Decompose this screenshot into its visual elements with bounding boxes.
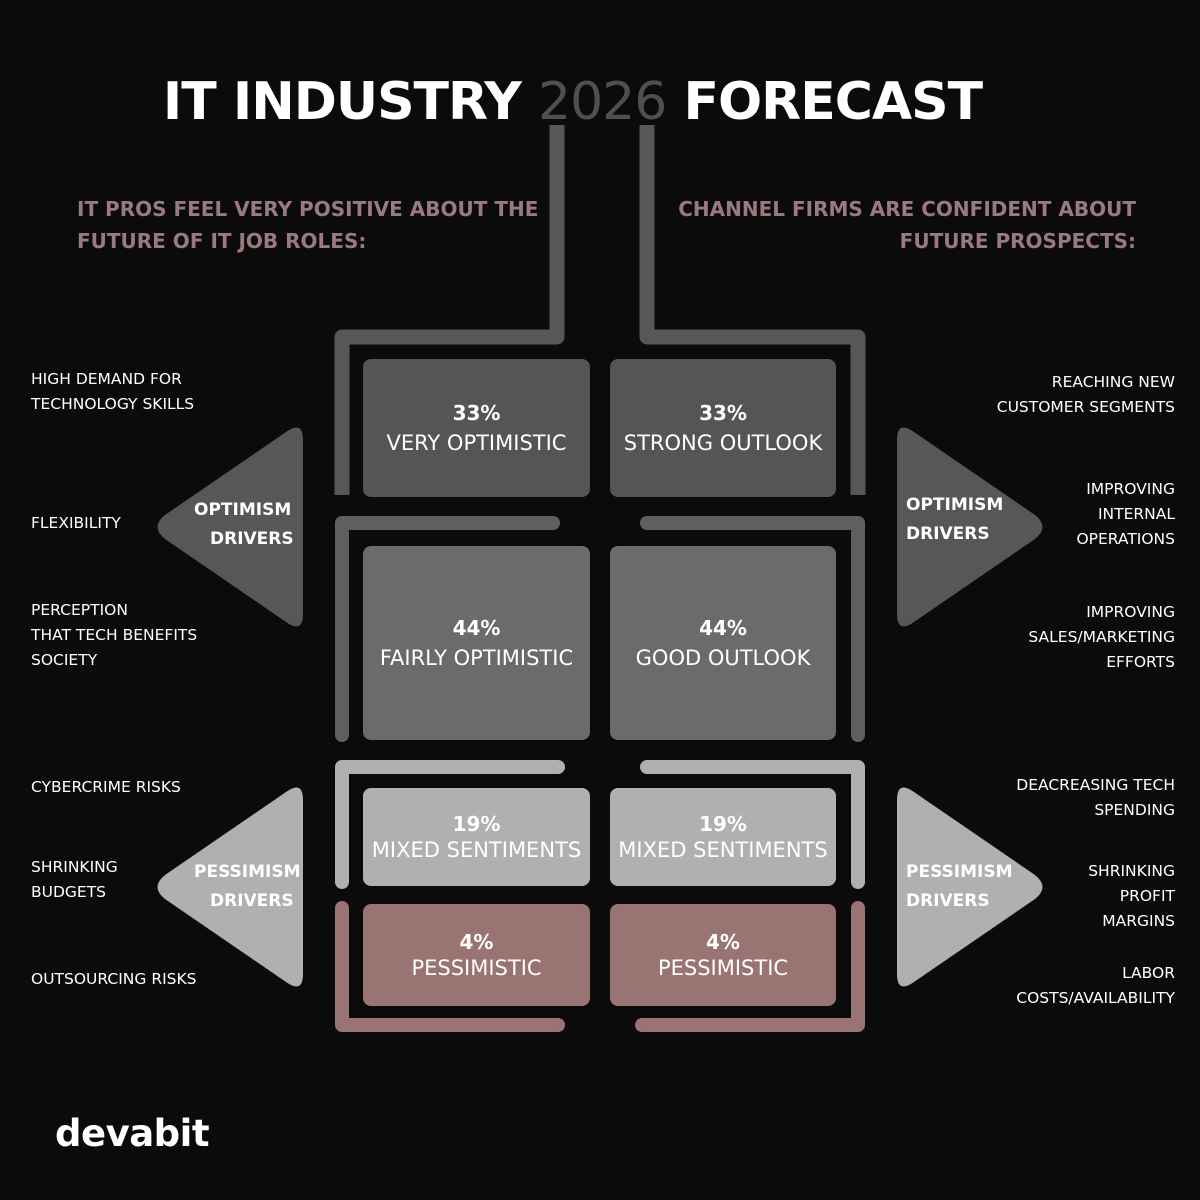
right-heading: CHANNEL FIRMS ARE CONFIDENT ABOUT FUTURE… <box>678 197 1136 253</box>
box-left-2 <box>363 546 590 740</box>
bracket-mid-right <box>640 516 865 742</box>
right-optimism-driver-2: IMPROVING INTERNAL OPERATIONS <box>1076 480 1175 548</box>
optimism-drivers-left-label: OPTIMISM DRIVERS <box>194 500 294 549</box>
bracket-rose-left <box>335 901 565 1032</box>
devabit-logo: devabit <box>55 1112 210 1155</box>
bracket-light-right <box>640 760 865 889</box>
stat-left-fairly-optimistic: 44% FAIRLY OPTIMISTIC <box>379 616 574 670</box>
right-optimism-driver-3: IMPROVING SALES/MARKETING EFFORTS <box>1028 603 1175 671</box>
box-right-1 <box>610 359 836 497</box>
box-left-1 <box>363 359 590 497</box>
box-left-4 <box>363 904 590 1006</box>
triangle-pessimism-right <box>897 787 1043 987</box>
stat-right-pessimistic: 4% PESSIMISTIC <box>657 930 789 980</box>
box-right-4 <box>610 904 836 1006</box>
right-pessimism-driver-2: SHRINKING PROFIT MARGINS <box>1088 862 1175 930</box>
right-pessimism-driver-1: DEACREASING TECH SPENDING <box>1016 776 1175 819</box>
triangle-optimism-left <box>157 427 303 627</box>
bracket-mid-left <box>335 516 560 742</box>
box-right-3 <box>610 788 836 886</box>
triangle-pessimism-left <box>157 787 303 987</box>
bracket-rose-right <box>635 901 865 1032</box>
page-title: IT INDUSTRY 2026 FORECAST <box>162 72 983 132</box>
left-optimism-driver-1: HIGH DEMAND FOR TECHNOLOGY SKILLS <box>31 370 195 413</box>
triangle-optimism-right <box>897 427 1043 627</box>
box-left-3 <box>363 788 590 886</box>
left-pessimism-driver-3: OUTSOURCING RISKS <box>31 970 197 988</box>
left-pessimism-driver-2: SHRINKING BUDGETS <box>31 858 118 901</box>
stat-left-mixed: 19% MIXED SENTIMENTS <box>371 812 582 862</box>
optimism-drivers-right-label: OPTIMISM DRIVERS <box>906 495 1004 544</box>
right-pessimism-driver-3: LABOR COSTS/AVAILABILITY <box>1016 964 1175 1007</box>
left-pessimism-driver-1: CYBERCRIME RISKS <box>31 778 181 796</box>
bracket-top-right <box>639 125 866 495</box>
pessimism-drivers-left-label: PESSIMISM DRIVERS <box>194 862 301 911</box>
left-heading: IT PROS FEEL VERY POSITIVE ABOUT THE FUT… <box>77 197 539 253</box>
stat-left-very-optimistic: 33% VERY OPTIMISTIC <box>386 401 567 455</box>
right-optimism-driver-1: REACHING NEW CUSTOMER SEGMENTS <box>996 373 1175 416</box>
stat-left-pessimistic: 4% PESSIMISTIC <box>411 930 542 980</box>
left-optimism-driver-3: PERCEPTION THAT TECH BENEFITS SOCIETY <box>31 601 198 669</box>
bracket-top-left <box>334 125 565 495</box>
stat-right-strong-outlook: 33% STRONG OUTLOOK <box>623 401 823 455</box>
bracket-light-left <box>335 760 565 889</box>
box-right-2 <box>610 546 836 740</box>
pessimism-drivers-right-label: PESSIMISM DRIVERS <box>906 862 1013 911</box>
stat-right-mixed: 19% MIXED SENTIMENTS <box>618 812 828 862</box>
title-year: 2026 <box>537 72 667 132</box>
left-optimism-driver-2: FLEXIBILITY <box>31 514 121 532</box>
stat-right-good-outlook: 44% GOOD OUTLOOK <box>635 616 811 670</box>
